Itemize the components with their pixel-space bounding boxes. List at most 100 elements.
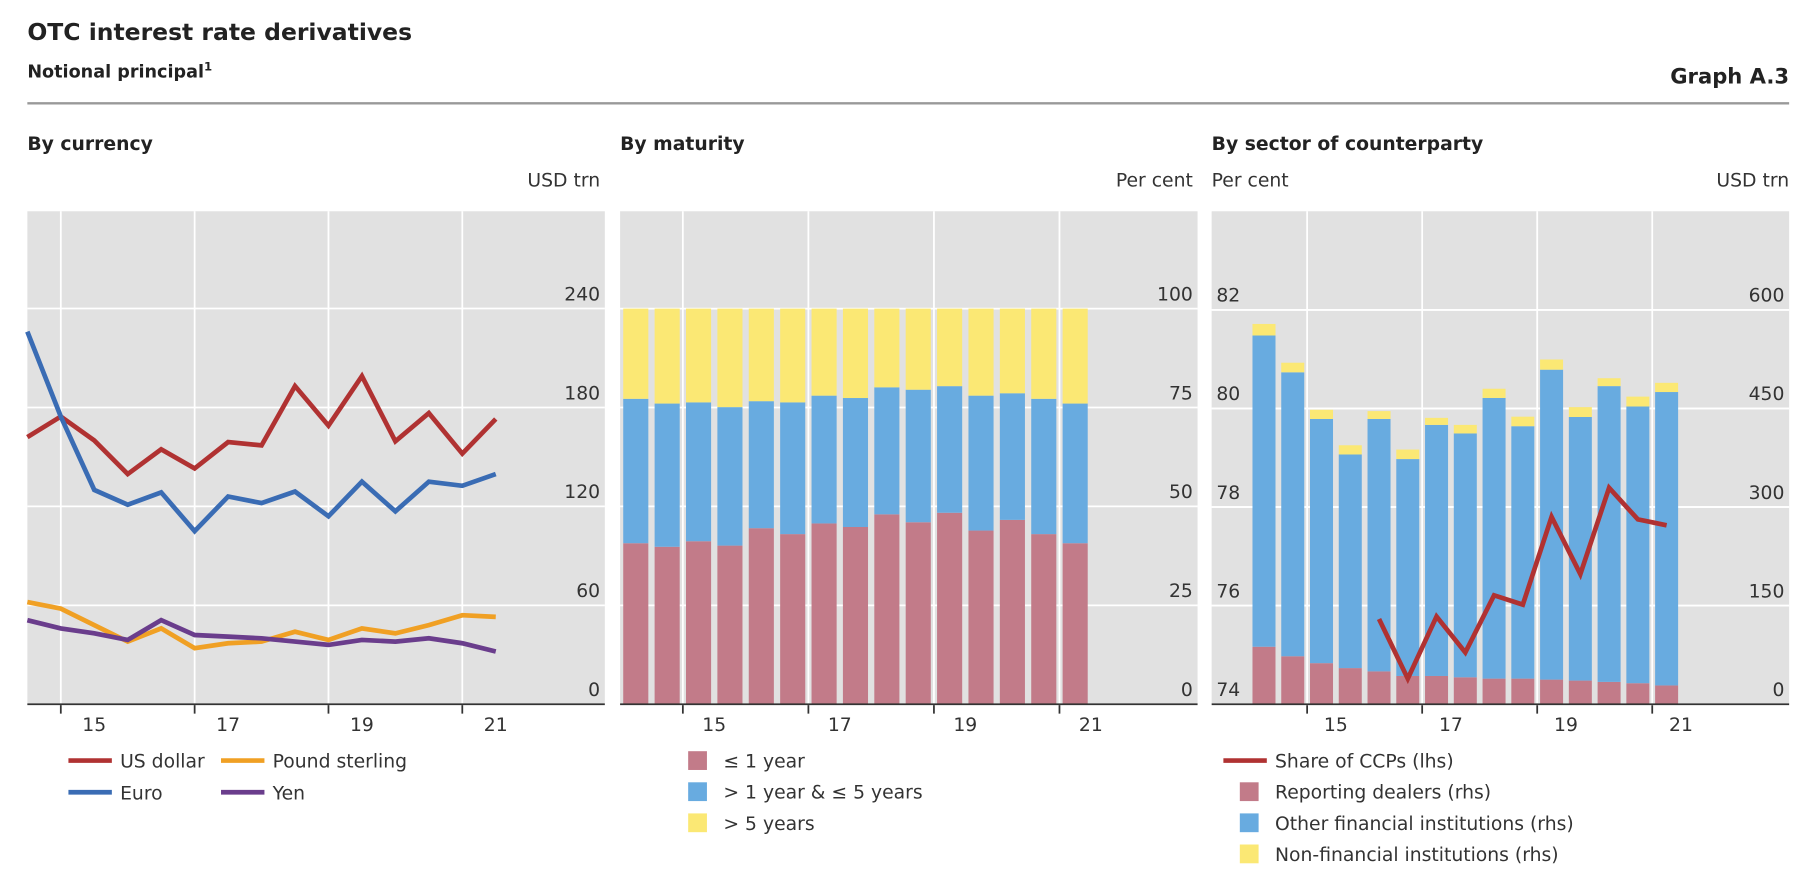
bar-segment [905,389,931,523]
bar-segment [1511,678,1535,705]
plot-background [27,211,605,705]
x-tick-label: 15 [1324,715,1348,736]
x-tick-label: 15 [82,715,106,736]
bar-segment [780,402,806,535]
footnote-mark: 1 [204,59,212,73]
bar-segment [1453,433,1477,678]
bar-segment [999,308,1025,394]
bar-segment [842,526,869,705]
bar-segment [1568,417,1592,681]
bar-segment [1482,388,1506,398]
y-tick-label: 82 [1216,286,1240,307]
bar-segment [623,398,649,544]
bar-segment [1626,396,1650,407]
bar-segment [685,541,712,705]
bar-segment [1062,543,1088,705]
legend-label: ≤ 1 year [723,752,805,773]
bar-segment [1310,663,1334,705]
bar-segment [685,402,712,542]
graph-subtitle: Notional principal1 [27,59,212,82]
bar-segment [1338,454,1362,669]
bar-segment [654,546,680,705]
bar-segment [1425,424,1449,676]
legend-label: > 5 years [723,814,814,835]
bar-segment [654,308,680,404]
bar-segment [1597,681,1621,705]
bar-segment [1310,409,1334,419]
bar-segment [1396,449,1420,460]
y-axis-label: USD trn [527,171,600,192]
series-line [26,599,496,651]
y-tick-label: 78 [1216,483,1240,504]
bar-segment [1655,392,1679,686]
graph-label: Graph A.3 [1670,63,1789,88]
bar-segment [1367,411,1391,419]
bar-segment [1655,685,1679,705]
y-tick-label: 76 [1216,581,1240,602]
x-tick-label: 19 [350,715,374,736]
legend-label: Yen [272,783,305,804]
bar-segment [968,308,994,396]
y-tick-label: 60 [576,581,600,602]
legend-label: Other financial institutions (rhs) [1275,814,1574,835]
bar-segment [1310,418,1334,664]
bar-segment [717,407,743,546]
bar-segment [968,530,994,705]
bar-segment [1482,397,1506,679]
bar-segment [1540,369,1564,680]
bar-segment [1281,372,1305,657]
y2-tick-label: 300 [1749,483,1785,504]
bar-segment [1626,406,1650,684]
series-line [26,617,497,654]
bar-segment [654,403,680,547]
bar-segment [811,308,837,396]
bar-segment [1540,679,1564,705]
bar-segment [780,534,806,705]
legend-swatch [1239,844,1259,864]
x-tick-label: 21 [1669,715,1693,736]
bar-segment [780,308,806,403]
bar-segment [905,522,931,705]
y2-tick-label: 600 [1749,286,1785,307]
bar-segment [1540,359,1564,370]
series-line [1376,483,1668,685]
bar-segment [811,395,837,524]
panel-title: By currency [27,134,153,155]
bar-segment [1597,378,1621,387]
legend-swatch [1239,813,1259,833]
y-tick-label: 180 [564,383,600,404]
bar-segment [968,395,994,531]
bar-segment [1568,407,1592,418]
series-line [26,371,498,478]
bar-segment [937,512,963,705]
legend-label: Euro [120,783,163,804]
x-tick-label: 21 [1079,715,1103,736]
legend-swatch [688,751,707,770]
bar-segment [1453,424,1477,434]
y-tick-label: 80 [1216,384,1240,405]
legend-swatch [1239,782,1259,802]
bar-segment [874,308,900,388]
bar-segment [1396,459,1420,676]
legend-swatch [688,813,707,833]
bar-segment [1252,646,1276,705]
bar-segment [874,514,900,705]
bar-segment [1453,677,1477,705]
x-tick-label: 15 [702,715,726,736]
legend-label: Reporting dealers (rhs) [1275,783,1491,804]
bar-segment [1031,534,1057,705]
y2-axis-label: USD trn [1716,171,1789,192]
bar-segment [1511,416,1535,427]
y-tick-label: 75 [1169,383,1193,404]
bar-segment [748,308,774,402]
bar-segment [1367,418,1391,672]
graph-title: OTC interest rate derivatives [27,18,412,46]
y2-tick-label: 450 [1749,384,1785,405]
bar-segment [842,398,869,527]
bar-segment [748,401,774,529]
bar-segment [623,308,649,399]
bar-segment [1626,683,1650,705]
bar-segment [1655,382,1679,393]
bar-segment [1281,656,1305,705]
